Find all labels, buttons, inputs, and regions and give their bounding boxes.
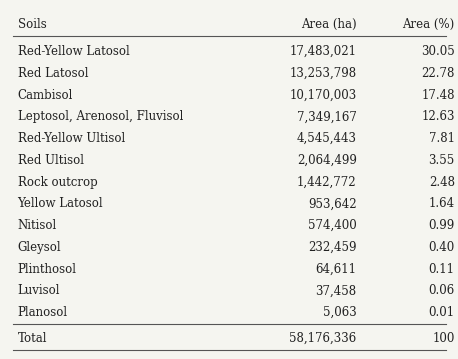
- Text: 0.99: 0.99: [429, 219, 455, 232]
- Text: Red-Yellow Latosol: Red-Yellow Latosol: [17, 45, 129, 58]
- Text: Area (%): Area (%): [403, 18, 455, 31]
- Text: 5,063: 5,063: [323, 306, 357, 319]
- Text: 7.81: 7.81: [429, 132, 455, 145]
- Text: 0.06: 0.06: [429, 284, 455, 297]
- Text: Nitisol: Nitisol: [17, 219, 57, 232]
- Text: Area (ha): Area (ha): [301, 18, 357, 31]
- Text: Cambisol: Cambisol: [17, 89, 73, 102]
- Text: Red Ultisol: Red Ultisol: [17, 154, 83, 167]
- Text: Red Latosol: Red Latosol: [17, 67, 88, 80]
- Text: 0.01: 0.01: [429, 306, 455, 319]
- Text: 58,176,336: 58,176,336: [289, 332, 357, 345]
- Text: 1.64: 1.64: [429, 197, 455, 210]
- Text: 7,349,167: 7,349,167: [297, 111, 357, 123]
- Text: 574,400: 574,400: [308, 219, 357, 232]
- Text: 0.11: 0.11: [429, 262, 455, 276]
- Text: 17,483,021: 17,483,021: [289, 45, 357, 58]
- Text: 1,442,772: 1,442,772: [297, 176, 357, 188]
- Text: 12.63: 12.63: [421, 111, 455, 123]
- Text: 4,545,443: 4,545,443: [297, 132, 357, 145]
- Text: 100: 100: [432, 332, 455, 345]
- Text: Plinthosol: Plinthosol: [17, 262, 76, 276]
- Text: 953,642: 953,642: [308, 197, 357, 210]
- Text: Rock outcrop: Rock outcrop: [17, 176, 97, 188]
- Text: Soils: Soils: [17, 18, 46, 31]
- Text: 3.55: 3.55: [429, 154, 455, 167]
- Text: Luvisol: Luvisol: [17, 284, 60, 297]
- Text: Red-Yellow Ultisol: Red-Yellow Ultisol: [17, 132, 125, 145]
- Text: Gleysol: Gleysol: [17, 241, 61, 254]
- Text: 2.48: 2.48: [429, 176, 455, 188]
- Text: Planosol: Planosol: [17, 306, 68, 319]
- Text: Total: Total: [17, 332, 47, 345]
- Text: 0.40: 0.40: [429, 241, 455, 254]
- Text: 2,064,499: 2,064,499: [297, 154, 357, 167]
- Text: Yellow Latosol: Yellow Latosol: [17, 197, 103, 210]
- Text: 13,253,798: 13,253,798: [289, 67, 357, 80]
- Text: 17.48: 17.48: [421, 89, 455, 102]
- Text: 10,170,003: 10,170,003: [289, 89, 357, 102]
- Text: 64,611: 64,611: [316, 262, 357, 276]
- Text: 30.05: 30.05: [421, 45, 455, 58]
- Text: 37,458: 37,458: [316, 284, 357, 297]
- Text: 232,459: 232,459: [308, 241, 357, 254]
- Text: 22.78: 22.78: [421, 67, 455, 80]
- Text: Leptosol, Arenosol, Fluvisol: Leptosol, Arenosol, Fluvisol: [17, 111, 183, 123]
